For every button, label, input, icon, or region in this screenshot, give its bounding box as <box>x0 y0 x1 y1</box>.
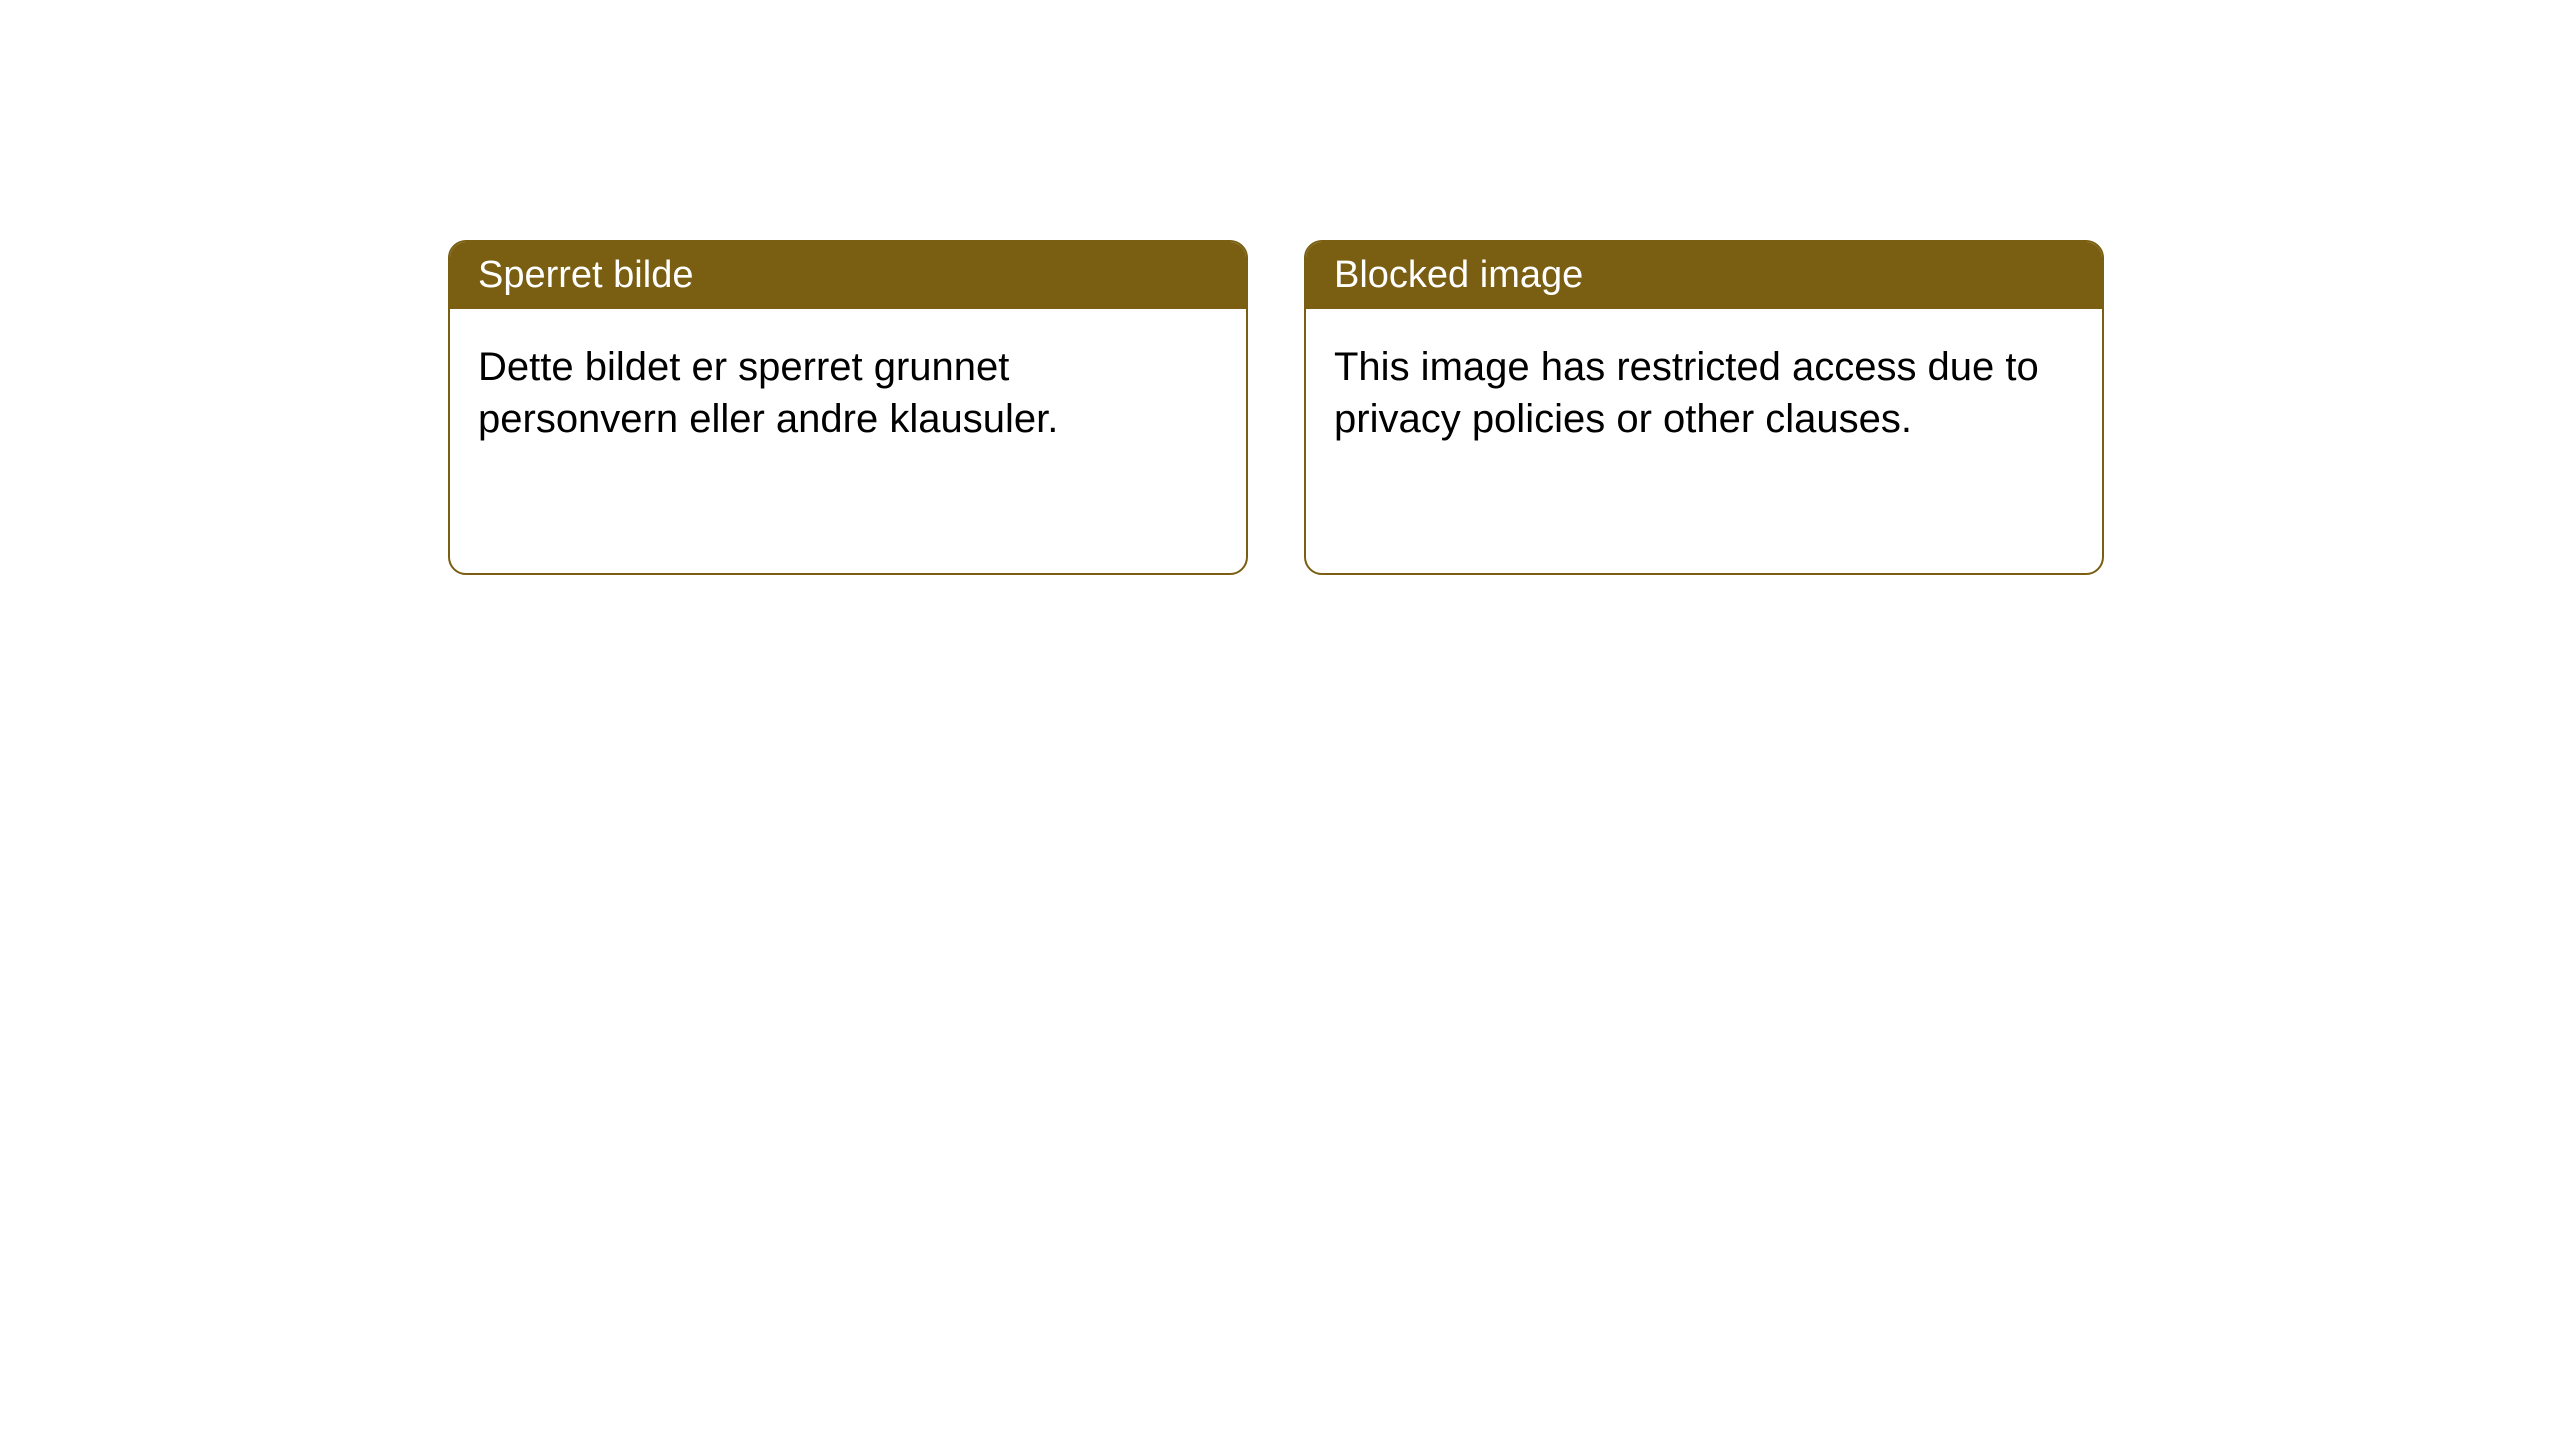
notice-header: Blocked image <box>1306 242 2102 309</box>
notice-container: Sperret bilde Dette bildet er sperret gr… <box>0 0 2560 575</box>
notice-body: Dette bildet er sperret grunnet personve… <box>450 309 1246 477</box>
notice-box-norwegian: Sperret bilde Dette bildet er sperret gr… <box>448 240 1248 575</box>
notice-text: Dette bildet er sperret grunnet personve… <box>478 345 1058 441</box>
notice-body: This image has restricted access due to … <box>1306 309 2102 477</box>
notice-box-english: Blocked image This image has restricted … <box>1304 240 2104 575</box>
notice-title: Sperret bilde <box>478 254 693 296</box>
notice-text: This image has restricted access due to … <box>1334 345 2039 441</box>
notice-header: Sperret bilde <box>450 242 1246 309</box>
notice-title: Blocked image <box>1334 254 1583 296</box>
